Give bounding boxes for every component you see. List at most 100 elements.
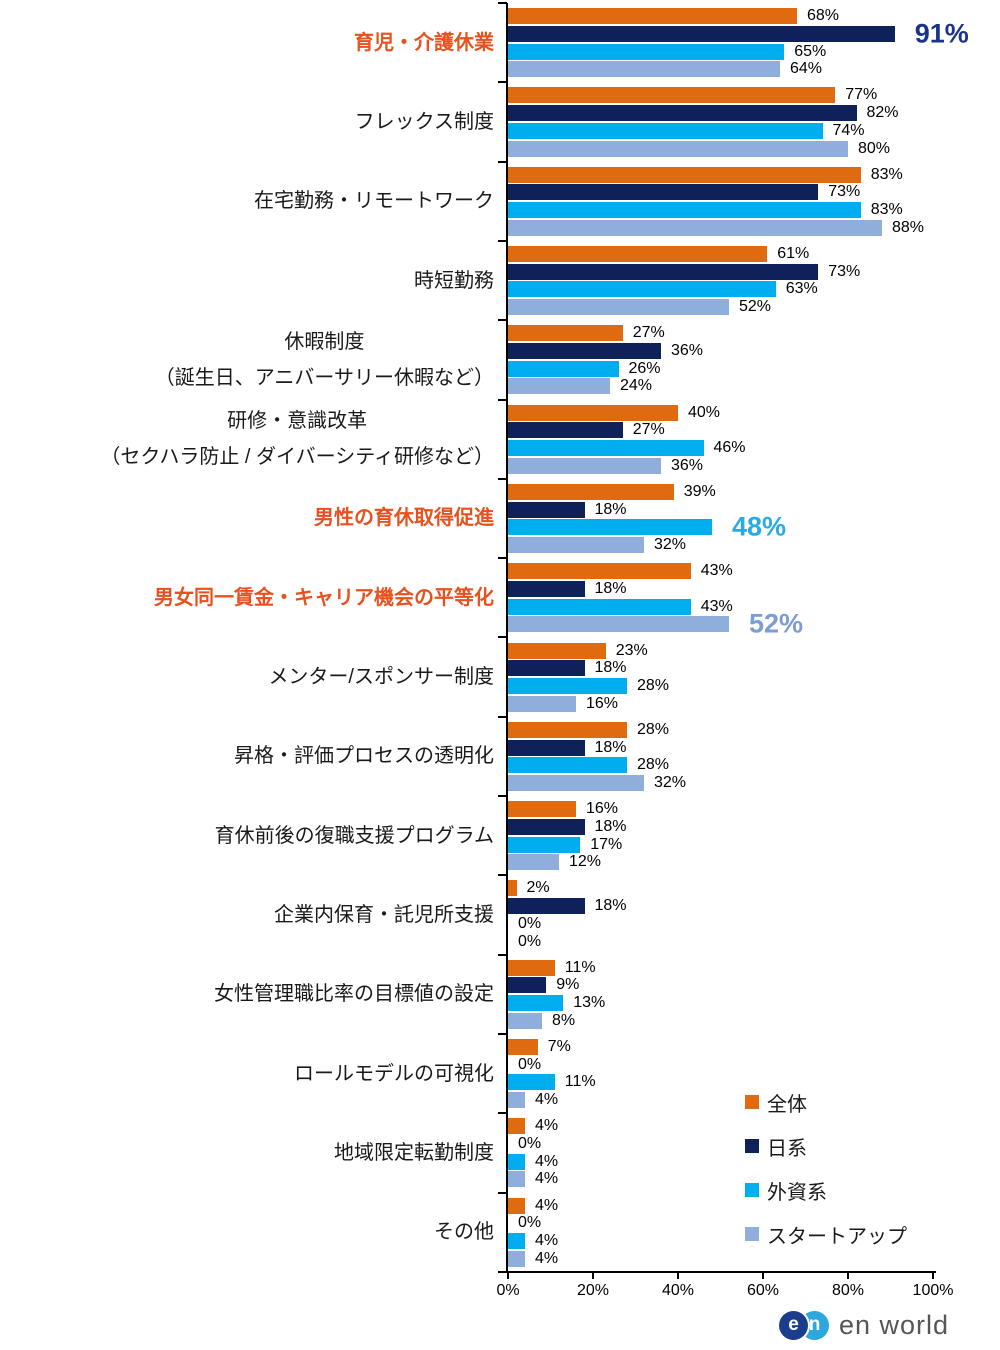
bar-全体 — [508, 721, 627, 738]
bar-全体 — [508, 483, 674, 500]
value-label: 48% — [732, 511, 787, 542]
category-label-cell: 昇格・評価プロセスの透明化 — [0, 717, 494, 796]
value-label: 0% — [518, 1055, 542, 1073]
legend-label: 日系 — [767, 1137, 807, 1160]
value-label: 0% — [518, 1135, 542, 1152]
value-label: 13% — [573, 994, 606, 1012]
category-label-cell: 地域限定転勤制度 — [0, 1113, 494, 1192]
bar-スタートアップ — [508, 457, 661, 474]
bar-全体 — [508, 1197, 525, 1214]
bar-全体 — [508, 404, 678, 421]
value-label: 18% — [594, 659, 627, 677]
x-axis-tick — [847, 1273, 849, 1279]
bar-外資系 — [508, 519, 712, 536]
value-label: 23% — [615, 641, 648, 659]
bar-外資系 — [508, 995, 564, 1012]
category-label: 昇格・評価プロセスの透明化 — [234, 745, 494, 768]
bar-全体 — [508, 166, 861, 183]
x-axis-line — [506, 1271, 936, 1273]
category-label: 在宅勤務・リモートワーク — [254, 190, 494, 213]
bar-全体 — [508, 325, 623, 342]
bar-全体 — [508, 1118, 525, 1135]
category-label-cell: メンター/スポンサー制度 — [0, 637, 494, 716]
bar-日系 — [508, 739, 585, 756]
category-label: その他 — [434, 1221, 494, 1244]
value-label: 82% — [866, 104, 899, 122]
x-axis-label: 0% — [496, 1282, 520, 1299]
logo-n-letter: n — [808, 1314, 821, 1335]
bar-外資系 — [508, 598, 691, 615]
category-label-cell: 時短勤務 — [0, 241, 494, 320]
value-label: 11% — [564, 958, 596, 976]
bar-外資系 — [508, 1074, 555, 1091]
y-axis-line — [506, 3, 508, 1272]
value-label: 4% — [535, 1170, 559, 1188]
value-label: 43% — [700, 597, 733, 615]
bar-日系 — [508, 660, 585, 677]
bar-全体 — [508, 563, 691, 580]
value-label: 18% — [594, 817, 627, 835]
category-label-cell: 育児・介護休業 — [0, 3, 494, 82]
category-label: 企業内保育・託児所支援 — [274, 903, 494, 926]
enworld-logo: e n en world — [779, 1308, 949, 1342]
value-label: 8% — [552, 1011, 576, 1029]
value-label: 74% — [832, 121, 865, 139]
category-label-cell: 男性の育休取得促進 — [0, 479, 494, 558]
bar-日系 — [508, 818, 585, 835]
value-label: 4% — [535, 1196, 559, 1214]
bar-全体 — [508, 801, 576, 818]
value-label: 2% — [526, 879, 550, 897]
value-label: 52% — [739, 298, 772, 316]
category-label: 育休前後の復職支援プログラム — [214, 824, 494, 847]
bar-スタートアップ — [508, 537, 644, 553]
bar-日系 — [508, 898, 585, 915]
category-label-cell: 女性管理職比率の目標値の設定 — [0, 955, 494, 1034]
bar-全体 — [508, 642, 606, 659]
value-label: 27% — [632, 324, 665, 342]
value-label: 18% — [594, 897, 627, 915]
value-label: 80% — [858, 139, 891, 157]
y-axis-tick — [498, 715, 507, 718]
y-axis-tick — [498, 160, 507, 163]
value-label: 32% — [654, 536, 687, 553]
logo-e-circle: e — [779, 1310, 808, 1340]
legend: 全体 日系 外資系 スタートアップ — [745, 1080, 907, 1256]
value-label: 88% — [892, 218, 925, 236]
bar-スタートアップ — [508, 695, 576, 712]
bar-スタートアップ — [508, 854, 559, 871]
bar-スタートアップ — [508, 299, 729, 316]
value-label: 68% — [807, 7, 840, 25]
value-label: 4% — [535, 1091, 559, 1109]
x-axis-label: 40% — [661, 1282, 695, 1299]
value-label: 64% — [790, 60, 823, 78]
legend-swatch — [745, 1227, 759, 1241]
value-label: 27% — [632, 421, 665, 439]
legend-item: 外資系 — [745, 1168, 907, 1212]
bar-日系 — [508, 501, 585, 518]
value-label: 28% — [637, 676, 670, 694]
bar-日系 — [508, 184, 819, 201]
bar-日系 — [508, 422, 623, 439]
value-label: 4% — [535, 1152, 559, 1170]
bar-スタートアップ — [508, 1092, 525, 1109]
legend-swatch — [745, 1095, 759, 1109]
category-label-cell: 在宅勤務・リモートワーク — [0, 162, 494, 241]
bar-外資系 — [508, 836, 581, 853]
category-label-cell: 育休前後の復職支援プログラム — [0, 796, 494, 875]
category-label-cell: ロールモデルの可視化 — [0, 1034, 494, 1113]
value-label: 9% — [556, 976, 580, 994]
category-label: ロールモデルの可視化 — [294, 1062, 494, 1085]
category-label-cell: 休暇制度 （誕生日、アニバーサリー休暇など） — [0, 320, 494, 399]
y-axis-tick — [498, 81, 507, 84]
bar-日系 — [508, 343, 661, 359]
value-label: 28% — [637, 720, 670, 738]
value-label: 26% — [628, 359, 661, 377]
bar-外資系 — [508, 202, 861, 219]
logo-text: en world — [839, 1309, 950, 1340]
category-label: 時短勤務 — [414, 269, 494, 292]
bar-スタートアップ — [508, 1250, 525, 1267]
x-axis-tick — [592, 1273, 594, 1279]
legend-label: 全体 — [767, 1093, 807, 1116]
bar-日系 — [508, 263, 819, 280]
